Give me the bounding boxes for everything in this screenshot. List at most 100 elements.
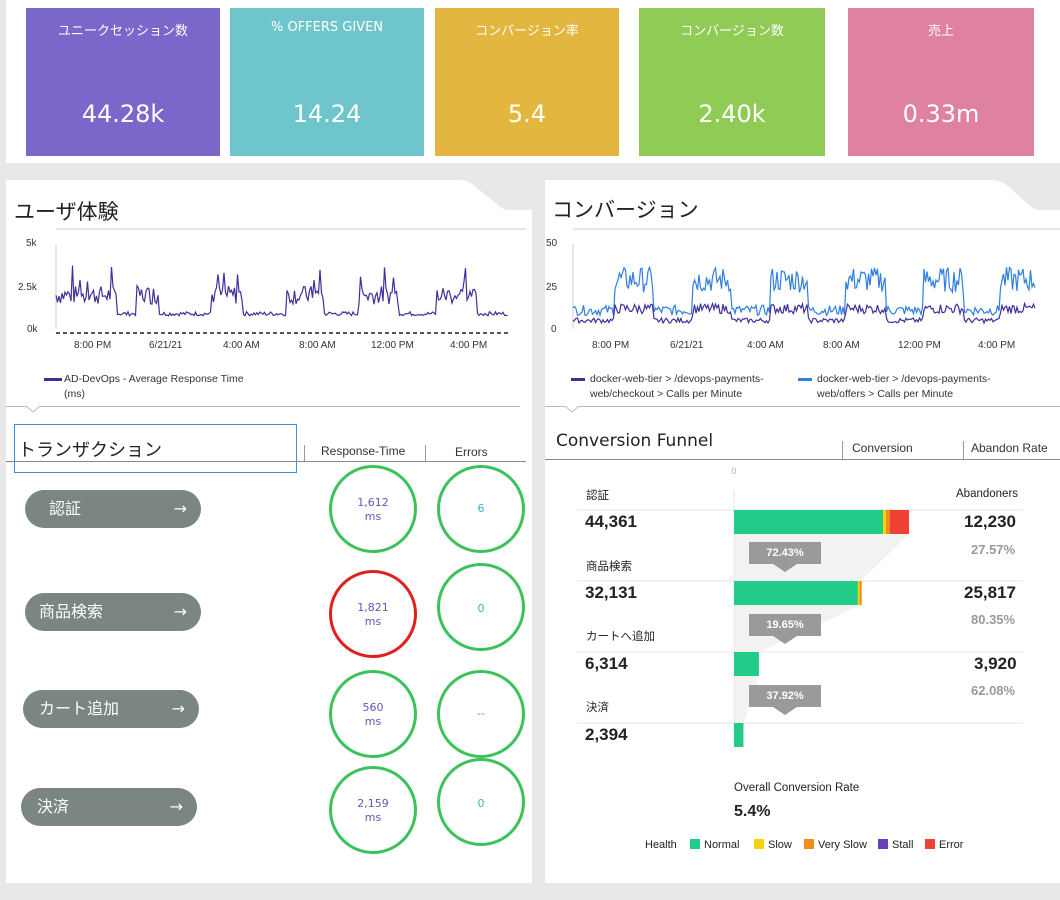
error-count: 0 [477,602,485,615]
abandoners-value: 3,920 [974,654,1017,673]
transaction-label: 商品検索 [39,602,104,621]
health-name: Normal [704,839,740,851]
errors-circle[interactable]: 0 [437,563,525,651]
error-count: -- [477,707,485,720]
funnel-bar-very-slow [886,510,890,534]
x-tick: 8:00 PM [592,340,630,351]
error-count: 6 [477,502,485,515]
kpi-title: % OFFERS GIVEN [270,20,384,35]
x-tick: 8:00 AM [299,340,336,351]
x-tick: 4:00 AM [747,340,784,351]
conversion-badge: 37.92% [749,685,821,715]
conversion-badge: 19.65% [749,614,821,644]
x-tick: 4:00 PM [450,340,488,351]
transaction-add-cart-button[interactable]: カート追加 → [23,690,199,728]
slow-swatch [754,839,764,849]
response-time-chart [55,228,526,334]
y-tick: 50 [546,238,558,249]
panel-tab-corner [988,180,1060,212]
kpi-title: コンバージョン数 [680,24,784,39]
funnel-bar-slow [883,510,886,534]
errors-circle[interactable]: 0 [437,758,525,846]
health-very-slow: Very Slow [804,839,867,851]
normal-swatch [690,839,700,849]
health-name: Error [939,839,964,851]
health-legend-label: Health [645,839,677,851]
transaction-auth-button[interactable]: 認証 → [25,490,201,528]
health-stall: Stall [878,839,913,851]
abandon-rate-column-header[interactable]: Abandon Rate [971,441,1048,455]
x-tick: 12:00 PM [898,340,941,351]
response-time-column-header[interactable]: Response-Time [321,444,406,458]
x-tick: 4:00 PM [978,340,1016,351]
errors-column-header[interactable]: Errors [455,445,488,459]
errors-circle[interactable]: -- [437,670,525,758]
y-tick: 5k [26,238,37,249]
response-time-circle[interactable]: 2,159 ms [329,766,417,854]
funnel-bar-slow [857,581,860,605]
kpi-title: 売上 [927,24,954,39]
transactions-title: トランザクション [18,440,162,461]
kpi-value: 5.4 [507,100,547,128]
legend-line-2: (ms) [64,388,85,400]
rt-unit: ms [364,510,382,523]
transactions-title-box[interactable] [14,424,297,473]
y-tick: 25 [546,282,558,293]
kpi-offers-given[interactable]: % OFFERS GIVEN 14.24 [230,8,424,156]
errors-circle[interactable]: 6 [437,465,525,553]
overall-conversion-label: Overall Conversion Rate [734,782,860,794]
abandoners-label: Abandoners [956,488,1019,500]
funnel-bar-normal[interactable] [734,510,909,534]
x-tick: 8:00 PM [74,340,112,351]
rt-unit: ms [364,615,382,628]
conversion-badge: 72.43% [749,542,821,572]
table-header-line [545,459,1060,460]
offers-series [572,265,1036,318]
x-tick: 12:00 PM [371,340,414,351]
kpi-unique-sessions[interactable]: ユニークセッション数 44.28k [26,8,220,156]
abandon-rate: 27.57% [971,542,1016,557]
error-swatch [925,839,935,849]
funnel-step-label: 商品検索 [586,561,632,573]
abandoners-value: 25,817 [964,583,1016,602]
kpi-title: ユニークセッション数 [57,24,188,39]
abandoners-value: 12,230 [964,512,1016,531]
kpi-title: コンバージョン率 [475,24,579,39]
transaction-label: 認証 [49,499,82,518]
funnel-bar-normal[interactable] [734,581,861,605]
arrow-right-icon: → [169,797,183,816]
funnel-axis-zero: 0 [731,467,737,477]
legend-offers-line-2: web/offers > Calls per Minute [817,388,954,400]
response-time-circle[interactable]: 1,612 ms [329,465,417,553]
health-name: Stall [892,839,914,851]
col-separator [842,441,843,459]
rt-unit: ms [364,811,382,824]
kpi-revenue[interactable]: 売上 0.33m [848,8,1034,156]
panel-tab-corner [455,180,535,212]
x-tick: 6/21/21 [149,340,183,351]
response-time-circle[interactable]: 1,821 ms [329,570,417,658]
funnel-bar-normal[interactable] [734,723,744,747]
funnel-step-value: 6,314 [585,654,628,673]
rt-unit: ms [364,715,382,728]
arrow-right-icon: → [173,602,187,621]
funnel-bar-normal[interactable] [734,652,759,676]
legend-checkout-line-2: web/checkout > Calls per Minute [590,388,743,400]
kpi-conversion-rate[interactable]: コンバージョン率 5.4 [435,8,619,156]
health-normal: Normal [690,839,739,851]
kpi-conversions[interactable]: コンバージョン数 2.40k [639,8,825,156]
x-tick: 6/21/21 [670,340,704,351]
col-separator [425,445,426,461]
arrow-right-icon: → [173,499,187,518]
transaction-label: 決済 [37,797,70,816]
divider [545,406,1060,407]
funnel-step-label: 認証 [586,490,609,502]
response-time-circle[interactable]: 560 ms [329,670,417,758]
divider-notch [26,406,40,413]
legend-line-1: AD-DevOps - Average Response Time [64,373,244,385]
transaction-checkout-button[interactable]: 決済 → [21,788,197,826]
conversion-column-header[interactable]: Conversion [852,441,913,455]
transaction-search-button[interactable]: 商品検索 → [25,593,201,631]
col-separator [963,441,964,459]
kpi-value: 14.24 [292,100,362,128]
